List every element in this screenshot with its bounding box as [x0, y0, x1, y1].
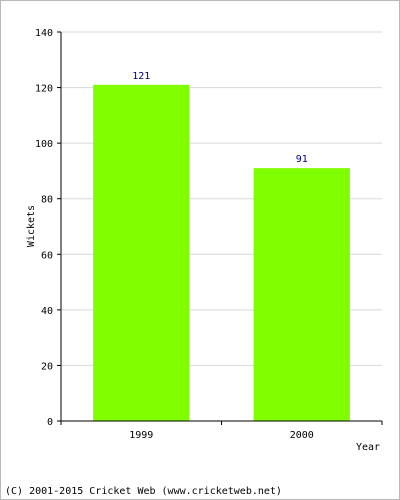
y-tick-label: 80	[41, 195, 53, 206]
y-tick-label: 60	[41, 250, 53, 261]
y-tick-label: 100	[35, 139, 53, 150]
y-tick-label: 40	[41, 306, 53, 317]
x-tick-label: 1999	[129, 430, 153, 441]
x-tick-label: 2000	[290, 430, 314, 441]
y-tick-label: 20	[41, 361, 53, 372]
axes	[57, 31, 383, 425]
labels: 0 20 40 60 80 100 120 140 121 1999 91 2000	[35, 28, 314, 441]
bar-value-label: 91	[296, 154, 308, 165]
y-tick-label: 120	[35, 84, 53, 95]
y-tick-label: 0	[47, 417, 53, 428]
bar	[93, 84, 190, 422]
y-axis-title: Wickets	[26, 205, 37, 247]
copyright-footer: (C) 2001-2015 Cricket Web (www.cricketwe…	[5, 486, 282, 497]
bar-value-label: 121	[132, 71, 150, 82]
bars	[93, 84, 350, 422]
x-axis-title: Year	[356, 442, 380, 453]
y-tick-label: 140	[35, 28, 53, 39]
bar	[253, 168, 350, 421]
